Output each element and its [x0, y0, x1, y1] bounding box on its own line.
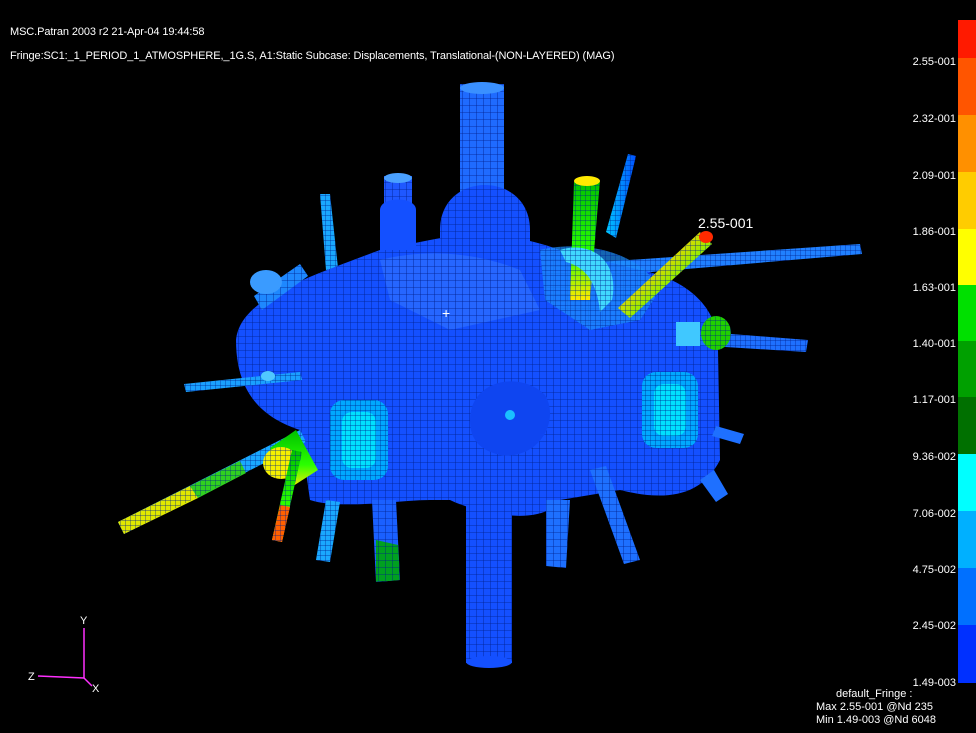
fringe-name: default_Fringe :: [836, 688, 913, 700]
legend-tick: 2.09-001: [912, 170, 956, 182]
legend-swatch: [958, 172, 976, 229]
rod-left-upper: [250, 264, 308, 310]
legend-swatch: [958, 625, 976, 683]
triad-y-label: Y: [80, 615, 88, 627]
legend-swatch: [958, 229, 976, 285]
legend-swatch: [958, 58, 976, 115]
fringe-max: Max 2.55-001 @Nd 235: [816, 701, 933, 713]
rod-bottom-center: [466, 498, 512, 668]
rod-lower-left-1: [316, 500, 340, 562]
peak-value-label: 2.55-001: [698, 215, 754, 231]
fringe-min: Min 1.49-003 @Nd 6048: [816, 714, 937, 726]
legend-swatch: [958, 20, 976, 58]
legend-swatch: [958, 341, 976, 397]
rod-left-horizontal: [184, 371, 302, 392]
left-window-flange: [310, 380, 410, 498]
rod-far-left-top: [320, 194, 338, 270]
legend-swatch: [958, 397, 976, 454]
rod-upper-right-thin: [606, 154, 636, 238]
rod-bottom-right-3: [700, 470, 728, 502]
fringe-summary: default_Fringe : Max 2.55-001 @Nd 235 Mi…: [816, 688, 976, 727]
legend-tick: 1.49-003: [912, 677, 956, 689]
triad-x-label: X: [92, 683, 100, 695]
rod-bottom-right-1: [546, 500, 570, 568]
rod-right-lower: [712, 426, 744, 444]
legend-tick: 1.63-001: [912, 282, 956, 294]
legend-tick: 2.55-001: [912, 56, 956, 68]
legend-swatch: [958, 511, 976, 568]
legend-swatch: [958, 115, 976, 172]
fringe-legend: [958, 20, 976, 683]
rod-left-long-diagonal: [118, 430, 306, 534]
legend-tick: 7.06-002: [912, 508, 956, 520]
legend-tick: 2.45-002: [912, 620, 956, 632]
pick-cursor: +: [442, 305, 450, 321]
legend-tick: 1.86-001: [912, 226, 956, 238]
rod-top-center-base: [380, 185, 530, 250]
rod-red-peak: [618, 231, 713, 318]
fringe-description: Fringe:SC1:_1_PERIOD_1_ATMOSPHERE,_1G.S,…: [10, 50, 615, 62]
legend-tick: 4.75-002: [912, 564, 956, 576]
axis-triad: Y Z X: [28, 615, 100, 695]
rod-left-down-red: [272, 450, 302, 542]
rod-bottom-right-2: [590, 466, 640, 564]
rod-right-short: [676, 316, 808, 352]
header-title: MSC.Patran 2003 r2 21-Apr-04 19:44:58: [10, 26, 205, 38]
legend-tick: 1.17-001: [912, 394, 956, 406]
legend-swatch: [958, 568, 976, 625]
legend-tick: 1.40-001: [912, 338, 956, 350]
legend-swatch: [958, 454, 976, 511]
rod-lower-left-2: [372, 500, 400, 582]
triad-z-label: Z: [28, 671, 35, 683]
legend-tick: 9.36-002: [912, 451, 956, 463]
rod-top-center: [460, 82, 504, 192]
legend-swatch: [958, 285, 976, 341]
rod-cyan-loop: [560, 247, 614, 312]
legend-tick: 2.32-001: [912, 113, 956, 125]
right-window-flange: [628, 358, 718, 466]
